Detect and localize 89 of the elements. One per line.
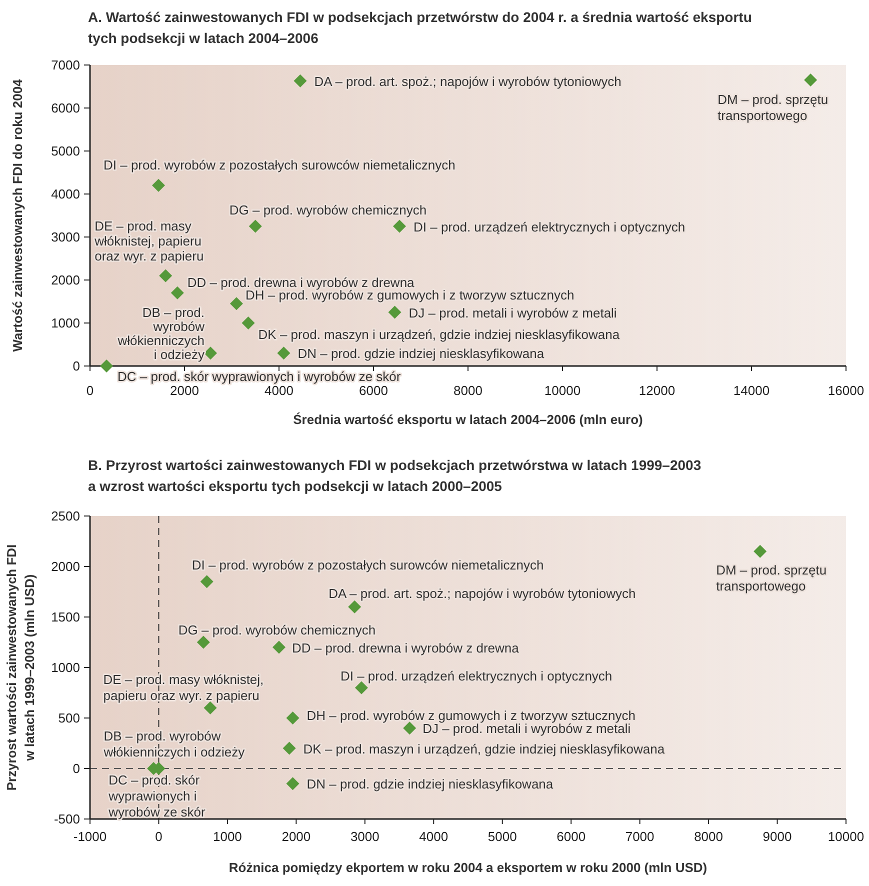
point xyxy=(272,640,286,654)
text: DE – prod. masy włóknistej, papieru oraz wyr. z papieru xyxy=(103,672,264,703)
y-axis-title: Przyrost wartości zainwestowanych FDI w latach 1999–2003 (mln USD) xyxy=(4,544,37,791)
y-axis-title: Wartość zainwestowanych FDI do roku 2004 xyxy=(10,78,25,352)
series-label: DJ – prod. metali i wyrobów z metali xyxy=(408,305,617,320)
y-tick-label: 0 xyxy=(72,358,80,374)
y-tick-label: 0 xyxy=(72,761,80,776)
point xyxy=(754,544,767,558)
y-tick-label: 3000 xyxy=(51,230,80,245)
point xyxy=(354,681,368,694)
series-label: DC – prod. skór wyprawionych i wyrobów ze skór xyxy=(108,772,206,820)
series-label: DN – prod. gdzie indziej niesklasyfikowana xyxy=(298,346,545,362)
series-label: DM – prod. sprzętu transportowego xyxy=(718,92,828,124)
y-tick-label: -500 xyxy=(54,812,80,827)
point xyxy=(286,712,300,724)
point xyxy=(204,701,217,714)
point xyxy=(152,178,166,192)
y-tick-label: 6000 xyxy=(51,100,80,116)
x-tick-label: -1000 xyxy=(73,829,107,844)
series-label: DD – prod. drewna i wyrobów z drewna xyxy=(292,640,520,656)
point xyxy=(804,74,818,87)
text: DI – prod. wyrobów z pozostałych surowców niemetalicznych xyxy=(104,157,456,172)
series-label: DC – prod. skór wyprawionych i wyrobów ze skór xyxy=(118,369,402,384)
point xyxy=(204,346,217,360)
x-tick-label: 10000 xyxy=(828,829,864,844)
y-tick-label: 2000 xyxy=(51,559,80,574)
y-tick-label: 5000 xyxy=(51,144,80,159)
x-tick-label: 8000 xyxy=(454,383,482,398)
series-label: DD – prod. drewna i wyrobów z drewna xyxy=(187,274,416,290)
x-tick-label: 5000 xyxy=(488,829,517,844)
point xyxy=(170,286,184,300)
x-tick-label: 9000 xyxy=(762,829,792,844)
series-label: DM – prod. sprzętu transportowego xyxy=(716,562,827,594)
point xyxy=(196,636,210,649)
series-label: DG – prod. wyrobów chemicznych xyxy=(229,202,427,218)
series-label: DA – prod. art. spoż.; napojów i wyrobów tytoniowych xyxy=(314,74,622,89)
y-tick-label: 500 xyxy=(58,710,80,726)
y-tick-label: 4000 xyxy=(51,186,80,202)
y-tick-label: 2500 xyxy=(51,508,80,524)
point xyxy=(294,74,307,88)
series-label: DK – prod. maszyn i urządzeń, gdzie indziej niesklasyfikowana xyxy=(303,741,666,756)
x-tick-label: 7000 xyxy=(625,829,654,844)
series-label: DG – prod. wyrobów chemicznych xyxy=(178,622,376,638)
point xyxy=(286,777,300,790)
series-label: DI – prod. wyrobów z pozostałych surowców niemetalicznych xyxy=(192,558,544,573)
x-axis-title: Różnica pomiędzy ekportem w roku 2004 a eksportem w roku 2000 (mln USD) xyxy=(228,860,708,875)
y-tick-label: 7000 xyxy=(51,58,80,73)
point xyxy=(277,346,290,360)
point xyxy=(282,742,296,755)
point xyxy=(159,269,172,282)
series-label: DN – prod. gdzie indziej niesklasyfikowana xyxy=(306,776,554,792)
point xyxy=(200,575,214,588)
x-tick-label: 14000 xyxy=(733,383,770,398)
x-tick-label: 1000 xyxy=(212,829,242,844)
x-axis-title: Średnia wartość eksportu w latach 2004–2006 (mln euro) xyxy=(293,412,643,427)
point xyxy=(242,316,255,330)
point xyxy=(248,220,262,233)
series-label: DB – prod. wyrobów włókienniczych i odzieży xyxy=(102,728,246,760)
x-tick-label: 10000 xyxy=(544,383,581,398)
y-tick-label: 1000 xyxy=(51,316,80,331)
point xyxy=(392,220,406,233)
chart-title: B. Przyrost wartości zainwestowanych FDI w podsekcjach przetwórstwa w latach 1999–2003 a wzrost wartości eksportu tych podsekcji w latach 2000–2005 xyxy=(88,457,702,494)
y-tick-label: 1500 xyxy=(51,610,80,625)
x-tick-label: 0 xyxy=(155,829,162,844)
series-label: DI – prod. urządzeń elektrycznych i optycznych xyxy=(413,219,686,234)
x-tick-label: 0 xyxy=(86,383,94,398)
x-tick-label: 16000 xyxy=(828,383,864,398)
x-tick-label: 4000 xyxy=(419,829,448,844)
x-tick-label: 3000 xyxy=(350,829,380,844)
series-label: DI – prod. urządzeń elektrycznych i optycznych xyxy=(340,668,612,684)
x-tick-label: 4000 xyxy=(264,383,294,398)
series-label: DB – prod. wyrobów włókienniczych i odzieży xyxy=(116,305,206,362)
series-label: DA – prod. art. spoż.; napojów i wyrobów tytoniowych xyxy=(328,586,636,601)
point xyxy=(100,360,114,372)
point xyxy=(230,297,243,310)
x-tick-label: 2000 xyxy=(282,829,311,844)
point xyxy=(348,600,362,614)
text: DE – prod. masy włóknistej, papieru oraz wyr. z papieru xyxy=(94,218,204,264)
x-tick-label: 6000 xyxy=(556,829,586,844)
x-tick-label: 2000 xyxy=(170,383,199,398)
chart-title: A. Wartość zainwestowanych FDI w podsekcjach przetwórstw do 2004 r. a średnia wartość eksportu tych podsekcji w latach 2004–2006 xyxy=(88,9,752,46)
x-tick-label: 8000 xyxy=(694,829,724,844)
x-tick-label: 6000 xyxy=(359,383,388,398)
point xyxy=(388,306,402,319)
series-label: DH – prod. wyrobów z gumowych i z tworzyw sztucznych xyxy=(306,708,636,723)
series-label: DK – prod. maszyn i urządzeń, gdzie indziej niesklasyfikowana xyxy=(258,327,620,342)
y-tick-label: 1000 xyxy=(51,660,80,676)
y-tick-label: 2000 xyxy=(51,272,80,288)
x-tick-label: 12000 xyxy=(638,383,676,398)
